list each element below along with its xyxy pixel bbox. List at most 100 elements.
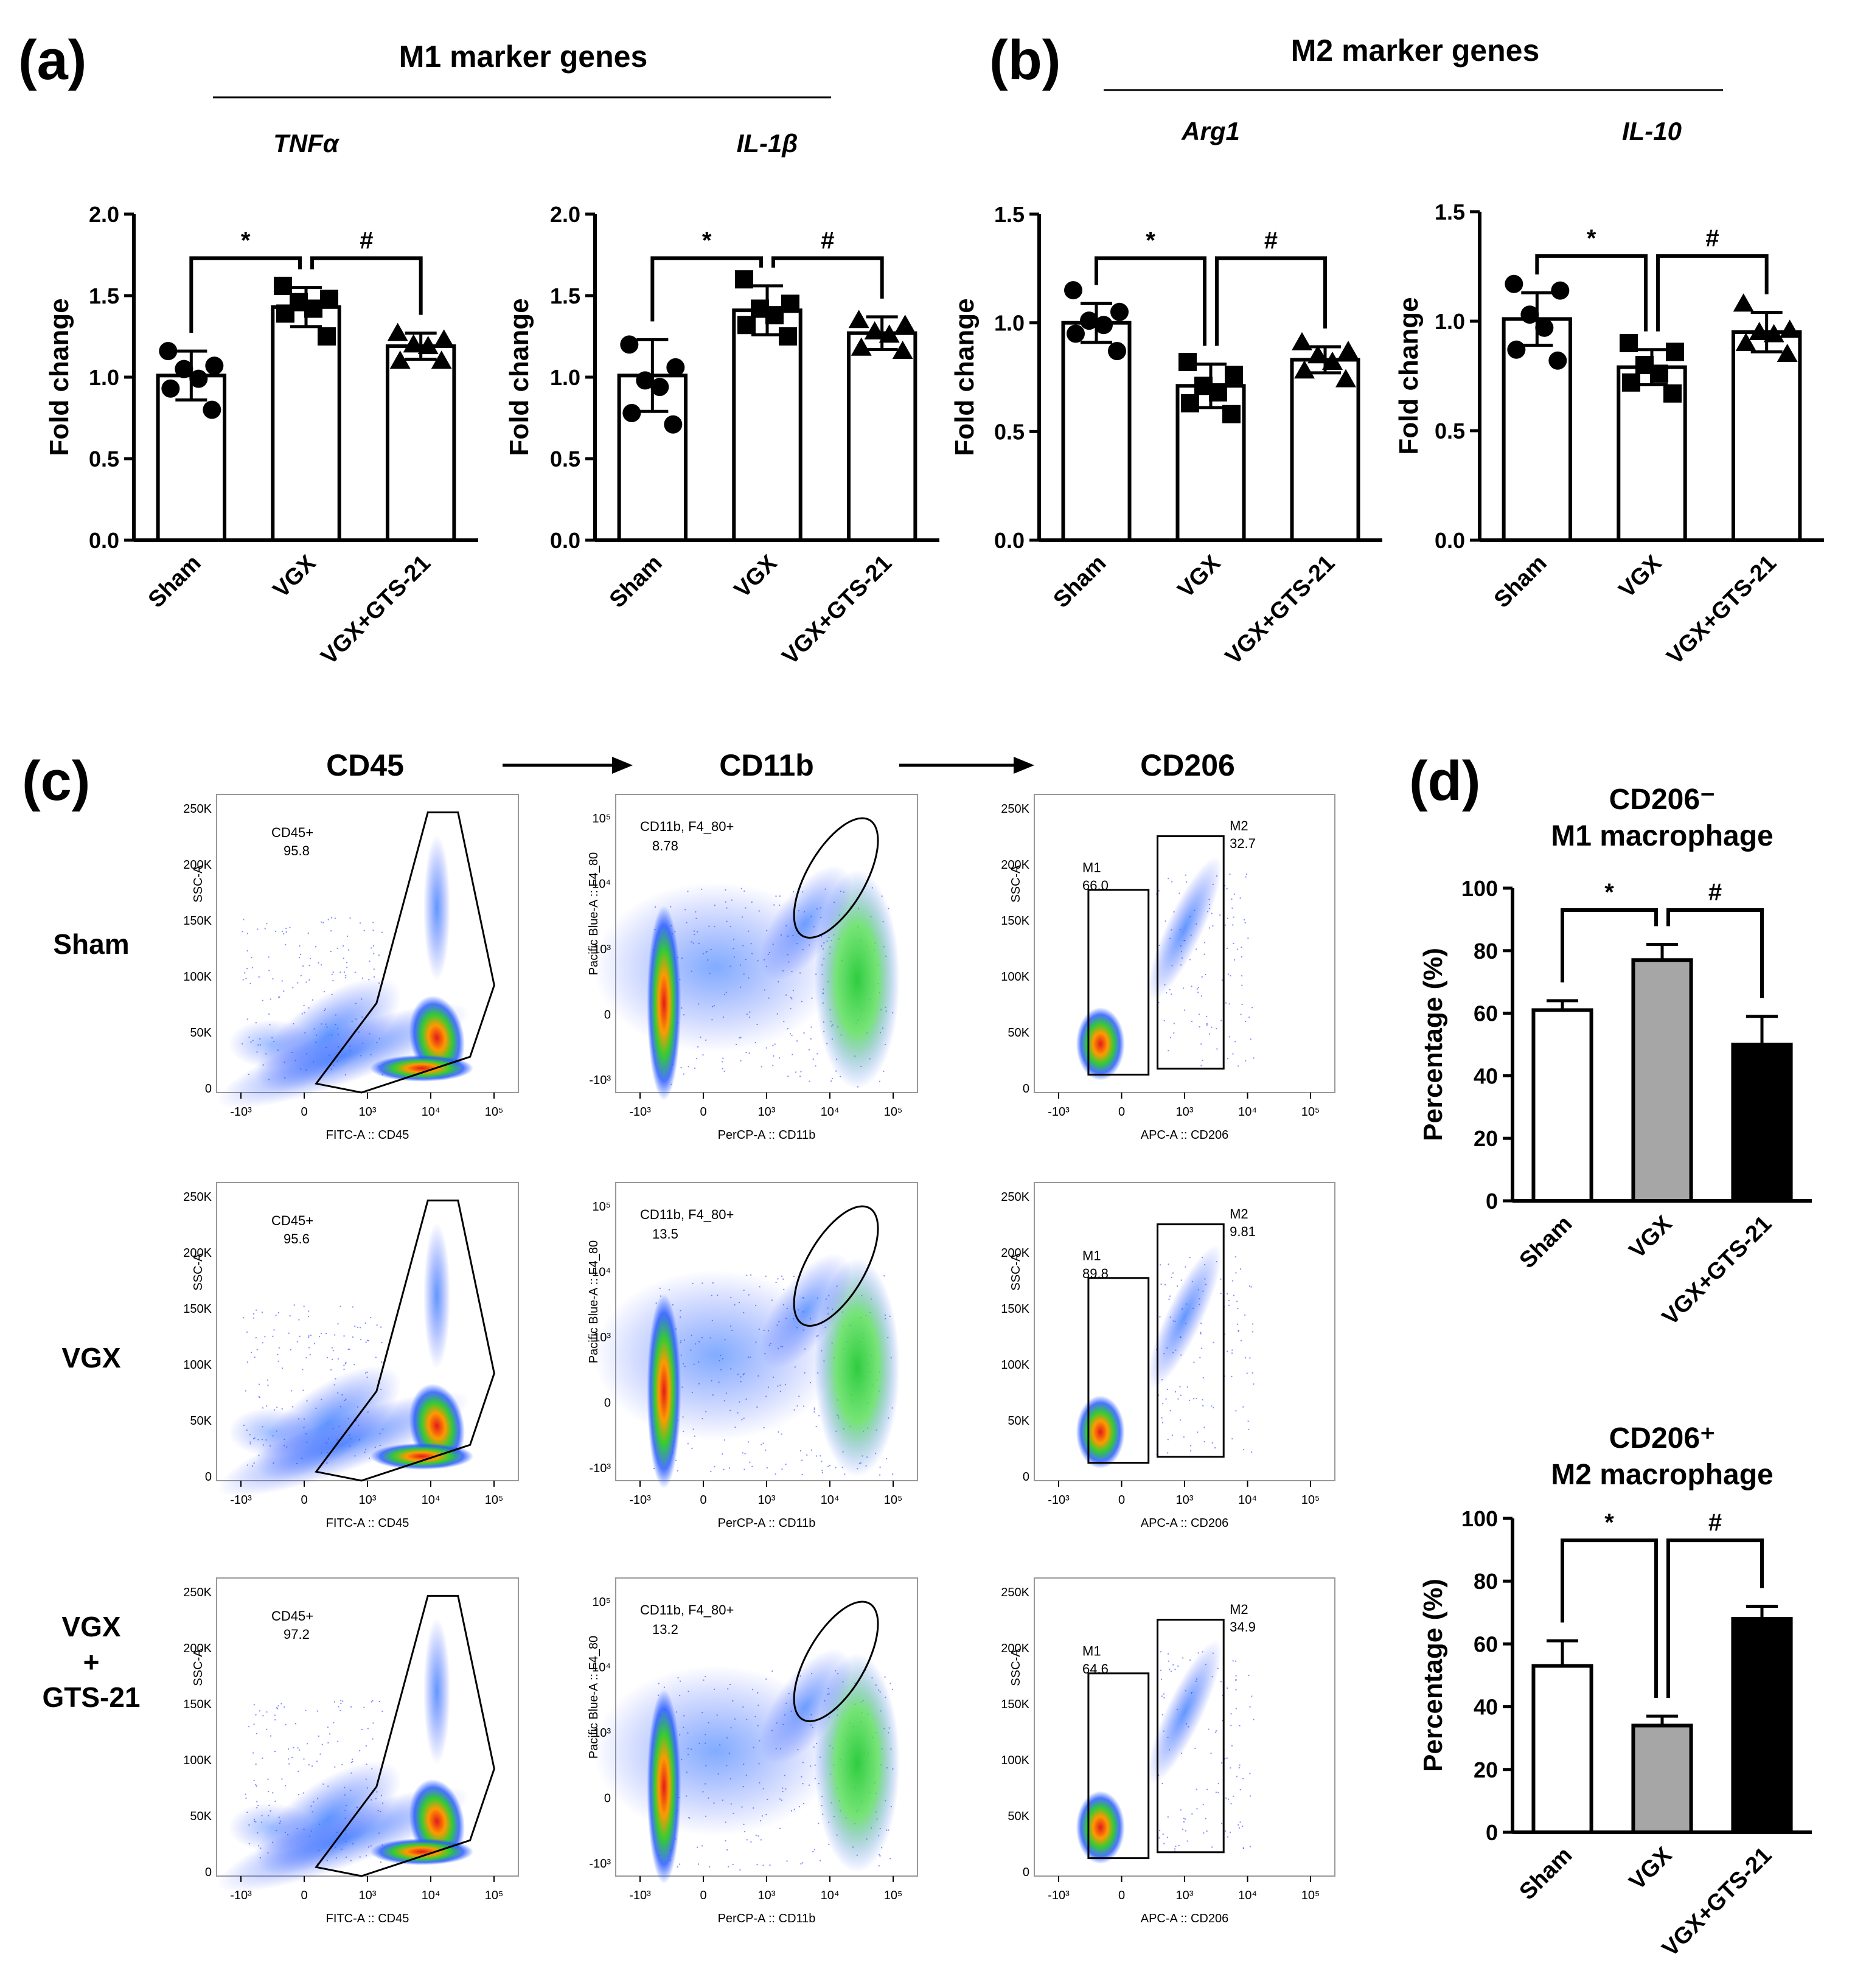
event-dot [370,1316,372,1318]
event-dot [1251,1372,1253,1374]
event-dot [323,991,325,993]
event-dot [284,1706,285,1708]
y-tick-label: -10³ [589,1462,611,1475]
event-dot [267,1385,269,1386]
event-dot [343,1335,345,1337]
y-tick-label: 1.5 [994,202,1025,227]
event-dot [363,1706,365,1708]
row-label-line: + [83,1646,100,1678]
event-dot [291,1756,293,1758]
event-dot [1166,1837,1168,1838]
event-dot [246,1018,248,1020]
event-dot [725,1840,726,1842]
event-dot [245,1793,246,1795]
event-dot [1239,1764,1241,1766]
event-dot [252,1752,254,1754]
m1-label: M1 [1082,860,1101,875]
event-dot [1183,1821,1185,1823]
event-dot [1163,1020,1165,1021]
cd11b-gate [793,817,879,939]
event-dot [380,1861,381,1863]
gate-percentage: 13.5 [652,1226,678,1242]
event-dot [710,1471,712,1473]
y-tick-label: 0.0 [89,528,119,553]
event-dot [332,1358,333,1360]
event-dot [781,1433,782,1435]
event-dot [1194,1748,1196,1750]
event-dot [291,1390,293,1392]
m1-genes-header: M1 marker genes [399,40,648,74]
event-dot [1241,956,1242,958]
event-dot [1203,1441,1205,1442]
event-dot [778,1431,779,1433]
event-dot [336,947,338,949]
data-point [1663,384,1682,403]
event-dot [1231,1745,1233,1746]
event-dot [765,1449,767,1451]
event-dot [277,1705,279,1707]
event-dot [343,958,344,959]
y-tick-label: 1.0 [1435,309,1465,334]
x-tick-label: 10⁴ [821,1889,840,1902]
event-dot [1168,1298,1170,1300]
x-tick-label: -10³ [230,1105,252,1119]
event-dot [815,1065,816,1067]
data-point [276,304,294,323]
data-point [1505,274,1523,293]
event-dot [332,1350,334,1352]
event-dot [274,1800,276,1802]
event-dot [1193,1361,1195,1363]
row-label-line: VGX [61,1611,120,1642]
event-dot [299,1335,301,1337]
event-dot [680,1067,682,1069]
data-point [1080,311,1098,330]
y-tick-label: 0 [205,1866,212,1879]
x-tick-label: -10³ [629,1105,651,1119]
event-dot [1175,1845,1177,1847]
event-dot [1234,959,1236,961]
y-tick-label: 50K [190,1810,212,1823]
event-dot [348,949,350,951]
y-tick-label: 100K [1001,970,1029,984]
density-blob [423,835,451,981]
event-dot [1251,1007,1253,1009]
y-tick-label: 0 [205,1082,212,1096]
event-dot [691,1447,693,1449]
event-dot [1231,898,1233,900]
event-dot [297,982,299,984]
event-dot [781,1468,783,1470]
x-tick-label: 10⁵ [884,1889,903,1902]
y-tick-label: 0.0 [550,528,580,553]
density-blob [1147,1244,1222,1389]
event-dot [1162,1714,1164,1715]
x-category-label: VGX+GTS-21 [316,551,436,670]
event-dot [308,1764,310,1766]
x-tick-label: 10⁵ [485,1889,504,1902]
event-dot [1161,1422,1163,1423]
event-dot [800,1071,802,1072]
event-dot [1249,1795,1251,1797]
data-point [1294,360,1315,379]
event-dot [1231,1375,1233,1377]
event-dot [288,1748,290,1750]
event-dot [813,1408,815,1410]
event-dot [322,922,324,923]
event-dot [810,1038,812,1040]
x-category-label: Sham [1489,551,1552,613]
event-dot [695,1058,697,1060]
event-dot [1220,1681,1222,1683]
event-dot [702,1054,704,1056]
significance-marker: # [1705,225,1719,252]
event-dot [1182,1657,1184,1659]
event-dot [879,1080,880,1082]
event-dot [1160,1284,1162,1285]
event-dot [1239,1789,1241,1791]
event-dot [285,1785,287,1787]
event-dot [1220,1278,1222,1280]
x-category-label: VGX [1614,550,1667,603]
event-dot [1178,892,1180,894]
